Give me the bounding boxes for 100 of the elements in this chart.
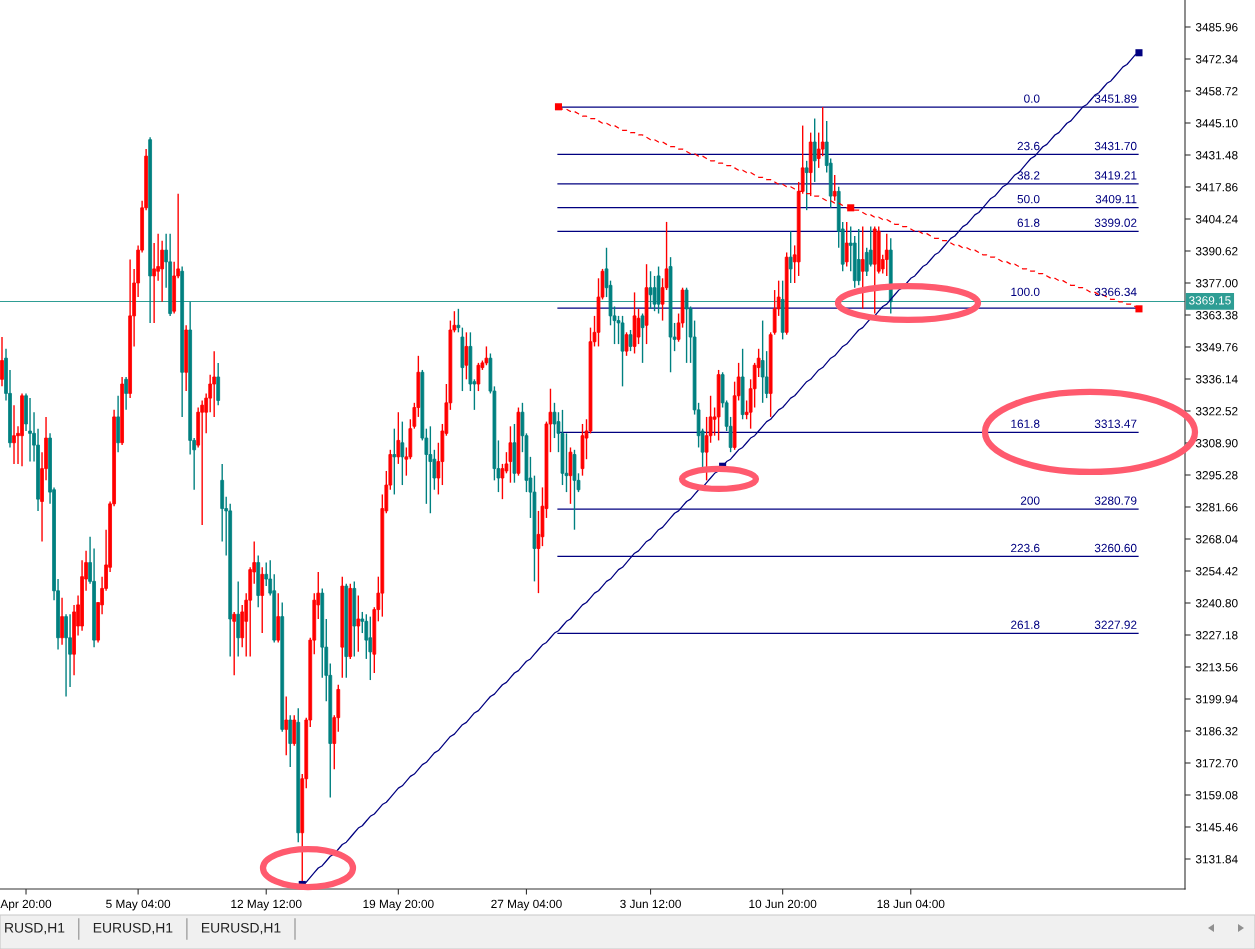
y-tick-label: 3268.04 bbox=[1195, 535, 1238, 544]
ref-line-label: 3366.34 bbox=[1094, 287, 1137, 297]
candlestick bbox=[464, 331, 469, 381]
annotation: 38.2 bbox=[1017, 171, 1040, 180]
candlestick bbox=[28, 397, 32, 463]
candlestick bbox=[788, 230, 793, 284]
y-tick-label: 3472.34 bbox=[1195, 55, 1238, 64]
y-tick-label: 3322.52 bbox=[1195, 407, 1238, 416]
x-tick-label: Apr 20:00 bbox=[0, 899, 52, 911]
y-tick-label: 3295.28 bbox=[1195, 471, 1238, 480]
candlestick bbox=[276, 592, 281, 644]
candlestick bbox=[804, 160, 809, 211]
x-tick-label: 5 May 04:00 bbox=[106, 899, 171, 911]
candlestick bbox=[396, 411, 401, 465]
y-tick-label: 3227.18 bbox=[1195, 631, 1238, 640]
point bbox=[847, 204, 855, 212]
candlestick bbox=[624, 331, 629, 357]
point bbox=[1135, 305, 1143, 313]
y-tick-label: 3431.48 bbox=[1195, 151, 1238, 160]
candlestick bbox=[292, 714, 297, 747]
y-tick-label: 3240.80 bbox=[1195, 599, 1238, 608]
y-tick-label: 3213.56 bbox=[1195, 663, 1238, 672]
annotation: 261.8 bbox=[1011, 620, 1040, 629]
ref-line-label: 3419.21 bbox=[1094, 171, 1137, 180]
ref-line-label: 3260.60 bbox=[1094, 543, 1137, 553]
y-tick-label: 3308.90 bbox=[1195, 439, 1238, 448]
y-tick-label: 3186.32 bbox=[1195, 727, 1238, 736]
ref-line-label: 3369.15 bbox=[1189, 296, 1231, 305]
y-tick-label: 3458.72 bbox=[1195, 87, 1238, 96]
point bbox=[554, 103, 563, 111]
point bbox=[1135, 49, 1143, 57]
annotation: 0.0 bbox=[1024, 94, 1040, 103]
candlestick bbox=[812, 117, 817, 183]
y-tick-label: 3131.84 bbox=[1195, 855, 1238, 864]
candlestick bbox=[368, 615, 373, 681]
x-tick-label: 27 May 04:00 bbox=[491, 899, 562, 911]
candlestick bbox=[60, 597, 64, 646]
annotation: 23.6 bbox=[1017, 141, 1040, 151]
candlestick bbox=[232, 611, 237, 677]
candlestick bbox=[428, 425, 433, 514]
y-tick-label: 3485.96 bbox=[1195, 23, 1238, 32]
y-tick-label: 3377.00 bbox=[1195, 279, 1238, 288]
annotation: 100.0 bbox=[1011, 287, 1040, 297]
candlestick bbox=[684, 287, 689, 364]
text: RUSD,H1 bbox=[5, 922, 65, 935]
candlestick bbox=[884, 232, 889, 277]
ref-line-label: 3431.70 bbox=[1094, 141, 1137, 151]
y-tick-label: 3445.10 bbox=[1195, 119, 1238, 128]
candlestick bbox=[648, 270, 653, 310]
candlestick bbox=[400, 420, 405, 486]
x-tick-label: 10 Jun 20:00 bbox=[749, 899, 817, 909]
text: EURUSD,H1 bbox=[93, 922, 173, 935]
y-tick-label: 3363.38 bbox=[1195, 311, 1238, 320]
text: EURUSD,H1 bbox=[202, 922, 281, 935]
x-tick-label: 12 May 12:00 bbox=[231, 899, 302, 911]
candlestick bbox=[860, 225, 865, 310]
x-tick-label: 19 May 20:00 bbox=[363, 899, 434, 911]
y-tick-label: 3404.24 bbox=[1195, 215, 1238, 224]
annotation: 161.8 bbox=[1011, 419, 1040, 428]
candlestick bbox=[284, 695, 289, 756]
y-tick-label: 3145.46 bbox=[1195, 823, 1238, 832]
candlestick bbox=[508, 425, 513, 484]
candlestick bbox=[124, 376, 128, 411]
candlestick bbox=[636, 308, 641, 345]
ref-line-label: 3409.11 bbox=[1095, 194, 1137, 204]
candlestick bbox=[832, 174, 837, 202]
annotation: 50.0 bbox=[1017, 194, 1040, 204]
ref-line-label: 3313.47 bbox=[1094, 419, 1137, 428]
y-tick-label: 3336.14 bbox=[1195, 375, 1238, 384]
candlestick bbox=[0, 336, 4, 388]
ref-line-label: 3280.79 bbox=[1094, 496, 1137, 505]
candlestick bbox=[820, 106, 825, 157]
candlestick bbox=[216, 362, 221, 406]
y-tick-label: 3199.94 bbox=[1195, 695, 1238, 704]
y-tick-label: 3417.86 bbox=[1195, 183, 1238, 192]
candlestick bbox=[628, 329, 633, 352]
y-tick-label: 3172.70 bbox=[1195, 759, 1238, 768]
candlestick bbox=[364, 613, 369, 660]
candlestick bbox=[760, 319, 765, 404]
y-tick-label: 3349.76 bbox=[1195, 343, 1238, 352]
y-tick-label: 3254.42 bbox=[1195, 567, 1238, 576]
candlestick bbox=[64, 613, 68, 698]
y-tick-label: 3281.66 bbox=[1195, 503, 1238, 512]
y-tick-label: 3159.08 bbox=[1195, 791, 1238, 800]
annotation: 61.8 bbox=[1017, 218, 1040, 227]
annotation: 223.6 bbox=[1011, 543, 1040, 553]
candlestick bbox=[868, 225, 873, 268]
ref-line-label: 3451.89 bbox=[1094, 94, 1137, 103]
candlestick bbox=[568, 446, 573, 505]
candlestick bbox=[652, 275, 657, 312]
candlestick bbox=[640, 312, 645, 364]
candlestick bbox=[484, 345, 489, 366]
ref-line-label: 3227.92 bbox=[1094, 620, 1137, 629]
candlestick bbox=[844, 221, 849, 268]
x-tick-label: 3 Jun 12:00 bbox=[620, 899, 681, 909]
ref-line-label: 3399.02 bbox=[1094, 218, 1137, 227]
candlestick bbox=[764, 350, 769, 399]
candlestick bbox=[260, 566, 265, 634]
candlestick bbox=[456, 308, 461, 334]
candlestick bbox=[476, 362, 481, 392]
